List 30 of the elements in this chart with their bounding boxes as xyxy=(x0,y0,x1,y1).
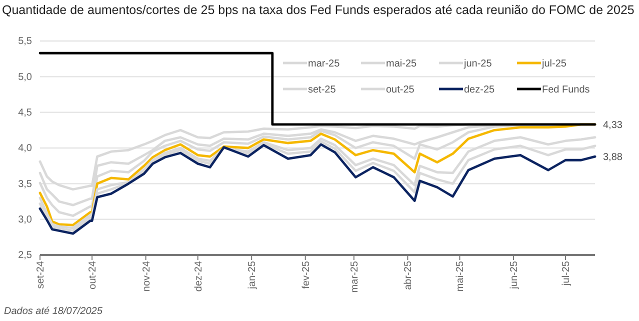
text: Dados até 18/07/2025 xyxy=(4,306,103,317)
legend-label: jun-25 xyxy=(463,58,492,70)
y-tick-label: 4,0 xyxy=(18,143,32,154)
legend-label: out-25 xyxy=(386,84,415,96)
annotation: 3,88 xyxy=(603,152,623,164)
chart-title: Quantidade de aumentos/cortes de 25 bps na taxa dos Fed Funds esperados até cada reunião do FOMC de 2025 xyxy=(2,3,634,17)
y-tick-label: 3,5 xyxy=(18,178,32,190)
legend-label: mai-25 xyxy=(386,58,418,70)
x-tick-label: jul-25 xyxy=(561,260,572,286)
legend-label: jul-25 xyxy=(541,58,567,70)
x-tick-label: dez-24 xyxy=(193,260,204,292)
x-tick-label: jun-25 xyxy=(508,260,520,290)
x-tick-label: abr-25 xyxy=(403,260,414,290)
y-tick-label: 3,0 xyxy=(18,214,32,226)
x-tick-label: set-24 xyxy=(36,260,46,289)
legend-label: Fed Funds xyxy=(542,84,590,96)
y-tick-label: 5,5 xyxy=(18,36,32,48)
legend-label: mar-25 xyxy=(308,58,340,70)
x-tick-label: nov-24 xyxy=(141,260,152,292)
x-tick-label: fev-25 xyxy=(300,260,312,289)
x-tick-label: out-24 xyxy=(88,260,99,290)
y-tick-label: 2,5 xyxy=(18,250,32,262)
y-tick-label: 5,0 xyxy=(18,72,32,83)
y-tick-label: 4,5 xyxy=(18,108,32,119)
annotation: 4,33 xyxy=(603,120,623,131)
x-tick-label: mai-25 xyxy=(455,260,466,292)
legend-label: dez-25 xyxy=(464,84,496,96)
legend-label: set-25 xyxy=(308,84,336,96)
x-tick-label: jan-25 xyxy=(247,260,258,290)
x-tick-label: mar-25 xyxy=(349,260,360,293)
